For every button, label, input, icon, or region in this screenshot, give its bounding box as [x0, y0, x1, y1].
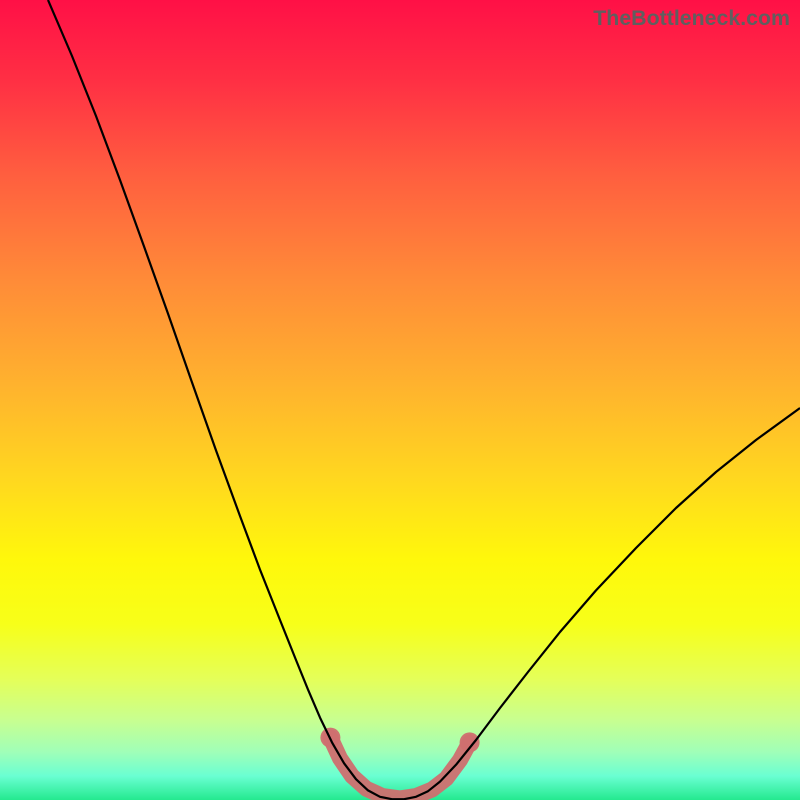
gradient-background: [0, 0, 800, 800]
bottleneck-chart: TheBottleneck.com: [0, 0, 800, 800]
chart-svg: [0, 0, 800, 800]
attribution-label: TheBottleneck.com: [593, 6, 790, 31]
